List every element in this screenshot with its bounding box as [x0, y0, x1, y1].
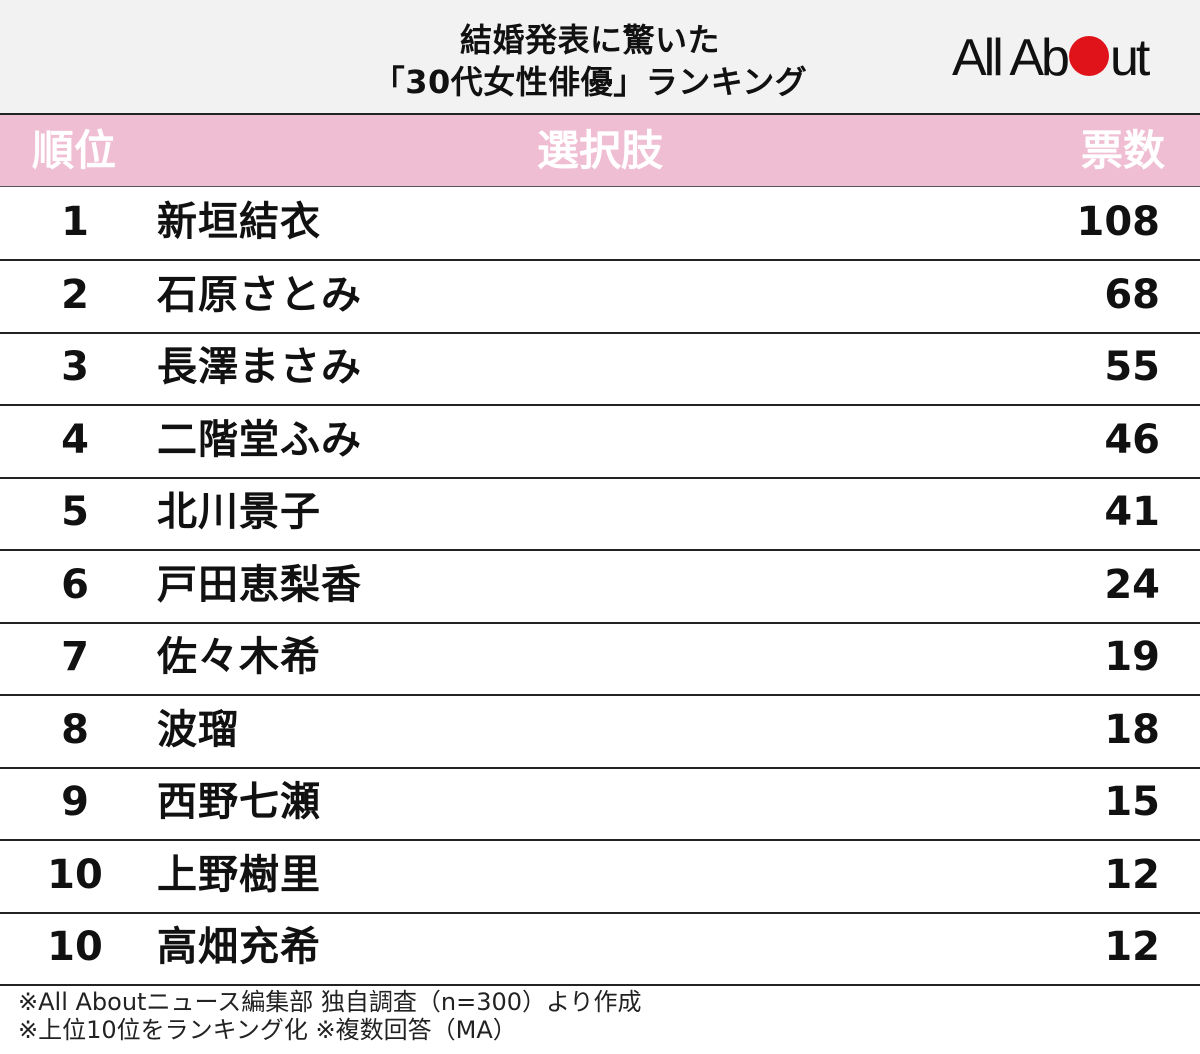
logo-text-right: ut — [1109, 29, 1150, 87]
logo-text-left: All Ab — [952, 29, 1070, 87]
rank-cell: 1 — [61, 199, 89, 245]
votes-cell: 46 — [1104, 417, 1160, 463]
table-row: 10 高畑充希 12 — [0, 912, 1200, 986]
table-row: 7 佐々木希 19 — [0, 622, 1200, 696]
votes-cell: 24 — [1104, 562, 1160, 608]
votes-cell: 15 — [1104, 779, 1160, 825]
logo-red-dot — [1068, 36, 1109, 76]
rank-cell: 5 — [61, 489, 89, 535]
title-line-1: 結婚発表に驚いた — [459, 21, 720, 59]
name-cell: 新垣結衣 — [157, 199, 321, 245]
rank-cell: 6 — [61, 562, 89, 608]
name-cell: 戸田恵梨香 — [157, 562, 362, 608]
rank-cell: 10 — [47, 852, 103, 898]
allabout-logo: All Ab ut — [952, 29, 1150, 87]
column-header-row: 順位 選択肢 票数 — [0, 115, 1200, 187]
title-line-2: 「30代女性俳優」ランキング — [372, 63, 808, 101]
votes-cell: 19 — [1104, 634, 1160, 680]
column-header-votes: 票数 — [1080, 126, 1165, 175]
footnote-source: ※All Aboutニュース編集部 独自調査（n=300）より作成 — [18, 988, 642, 1016]
name-cell: 長澤まさみ — [157, 344, 362, 390]
table-row: 2 石原さとみ 68 — [0, 260, 1200, 334]
rank-cell: 10 — [47, 924, 103, 970]
rank-cell: 8 — [61, 707, 89, 753]
table-row: 9 西野七瀬 15 — [0, 767, 1200, 841]
name-cell: 二階堂ふみ — [157, 417, 362, 463]
name-cell: 石原さとみ — [157, 272, 362, 318]
name-cell: 波瑠 — [157, 707, 239, 753]
table-row: 8 波瑠 18 — [0, 695, 1200, 769]
table-row: 1 新垣結衣 108 — [0, 187, 1200, 261]
name-cell: 高畑充希 — [157, 924, 321, 970]
votes-cell: 41 — [1104, 489, 1160, 535]
votes-cell: 108 — [1076, 199, 1161, 245]
name-cell: 上野樹里 — [157, 852, 321, 898]
rank-cell: 4 — [61, 417, 89, 463]
rank-cell: 9 — [61, 779, 89, 825]
rank-cell: 2 — [61, 272, 89, 318]
votes-cell: 18 — [1104, 707, 1160, 753]
footnote-method: ※上位10位をランキング化 ※複数回答（MA） — [18, 1016, 517, 1044]
column-header-rank: 順位 — [32, 126, 117, 175]
votes-cell: 12 — [1104, 852, 1160, 898]
table-row: 4 二階堂ふみ 46 — [0, 405, 1200, 479]
name-cell: 佐々木希 — [157, 634, 321, 680]
votes-cell: 12 — [1104, 924, 1160, 970]
votes-cell: 55 — [1104, 344, 1160, 390]
column-header-choice: 選択肢 — [536, 126, 663, 175]
rank-cell: 7 — [61, 634, 89, 680]
name-cell: 北川景子 — [157, 489, 321, 535]
table-row: 3 長澤まさみ 55 — [0, 332, 1200, 406]
table-row: 5 北川景子 41 — [0, 477, 1200, 551]
table-row: 6 戸田恵梨香 24 — [0, 550, 1200, 624]
votes-cell: 68 — [1104, 272, 1160, 318]
name-cell: 西野七瀬 — [157, 779, 321, 825]
title-header: 結婚発表に驚いた 「30代女性俳優」ランキング All Ab ut — [0, 0, 1200, 115]
table-row: 10 上野樹里 12 — [0, 840, 1200, 914]
rank-cell: 3 — [61, 344, 89, 390]
